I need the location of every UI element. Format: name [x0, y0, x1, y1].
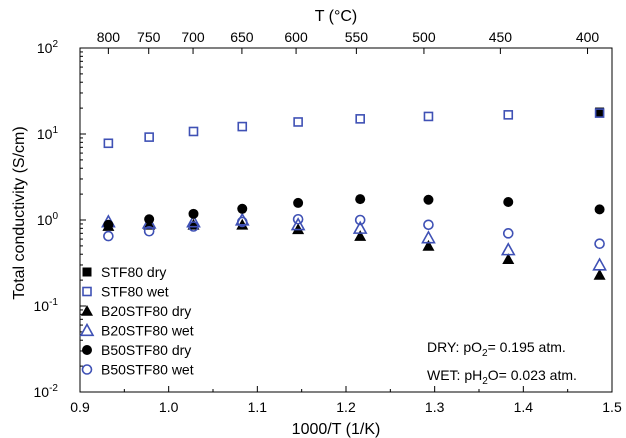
data-point-series-4 — [293, 197, 304, 208]
x-tick-label: 1.4 — [514, 399, 534, 415]
data-point-series-5 — [236, 216, 248, 228]
data-point-series-2 — [422, 239, 435, 251]
data-point-series-1 — [188, 126, 199, 137]
data-point-series-4 — [188, 208, 199, 219]
data-point-series-3 — [421, 230, 436, 244]
legend-marker-5 — [81, 364, 93, 375]
y-tick-label: 100 — [37, 211, 59, 228]
x-tick-label: 1.1 — [248, 399, 268, 415]
data-point-series-4 — [503, 196, 514, 207]
data-point-series-3 — [290, 217, 306, 231]
legend-marker-4 — [82, 345, 92, 355]
y-tick-label: 101 — [37, 125, 59, 142]
data-point-series-2 — [502, 253, 515, 265]
top-tick-label: 750 — [137, 29, 161, 45]
legend-label-2: B20STF80 dry — [101, 303, 191, 319]
data-point-series-3 — [186, 214, 201, 228]
x-axis-title: 1000/T (1/K) — [292, 421, 381, 438]
data-point-series-3 — [234, 212, 250, 226]
x-tick-label: 1.3 — [425, 399, 445, 415]
x-tick-label: 1.5 — [602, 399, 622, 415]
data-point-series-5 — [292, 213, 304, 225]
x-axis-ticks: 0.9 1.0 1.1 1.2 1.3 1.4 1.5 — [70, 386, 622, 415]
x-tick-label: 0.9 — [70, 399, 90, 415]
data-point-series-2 — [593, 268, 606, 280]
top-tick-label: 700 — [181, 29, 205, 45]
data-point-series-5 — [188, 221, 199, 232]
top-tick-label: 600 — [284, 29, 308, 45]
data-point-series-1 — [594, 108, 605, 118]
annotation-dry: DRY: pO2= 0.195 atm. — [427, 339, 566, 359]
y-tick-label: 102 — [37, 39, 59, 56]
data-point-series-4 — [355, 194, 366, 205]
legend-marker-0 — [82, 267, 92, 277]
data-point-series-2 — [292, 223, 305, 235]
data-point-series-5 — [502, 228, 514, 239]
data-point-series-1 — [293, 117, 303, 127]
data-point-series-4 — [144, 214, 155, 225]
data-point-series-5 — [594, 238, 605, 250]
data-point-series-5 — [423, 219, 434, 231]
legend-label-4: B50STF80 dry — [101, 342, 191, 358]
y-tick-label: 10-1 — [34, 297, 59, 314]
data-point-series-1 — [423, 111, 434, 122]
data-markers — [101, 107, 607, 280]
x-tick-label: 1.2 — [336, 399, 356, 415]
data-point-series-1 — [355, 114, 365, 124]
legend: STF80 dry STF80 wet B20STF80 dry B20STF80 w… — [79, 264, 194, 378]
legend-label-1: STF80 wet — [101, 284, 169, 300]
data-point-series-3 — [592, 257, 607, 271]
x-tick-label: 1.0 — [159, 399, 179, 415]
data-point-series-5 — [103, 230, 114, 242]
data-point-series-3 — [352, 220, 368, 234]
data-point-series-4 — [237, 203, 248, 214]
annotation-wet: WET: pH2O= 0.023 atm. — [427, 367, 577, 387]
top-tick-label: 550 — [345, 29, 369, 45]
data-point-series-2 — [354, 230, 367, 241]
top-axis-title: T (°C) — [315, 8, 358, 25]
legend-marker-3 — [79, 322, 95, 337]
data-point-series-5 — [354, 214, 366, 226]
y-axis-title: Total conductivity (S/cm) — [11, 126, 28, 299]
legend-marker-2 — [81, 305, 93, 316]
top-tick-label: 400 — [576, 29, 600, 45]
top-tick-label: 650 — [230, 29, 254, 45]
top-tick-label: 500 — [412, 29, 436, 45]
data-point-series-1 — [237, 121, 248, 132]
data-point-series-4 — [594, 204, 605, 215]
legend-label-5: B50STF80 wet — [101, 362, 194, 378]
top-tick-label: 450 — [489, 29, 513, 45]
y-tick-label: 10-2 — [34, 383, 59, 400]
data-point-series-3 — [500, 242, 516, 256]
data-point-series-0 — [595, 107, 605, 117]
data-point-series-5 — [143, 225, 155, 237]
data-point-series-1 — [144, 132, 154, 142]
legend-label-3: B20STF80 wet — [101, 323, 194, 339]
data-point-series-1 — [103, 138, 114, 149]
data-point-series-4 — [103, 219, 114, 230]
legend-label-0: STF80 dry — [101, 264, 166, 280]
data-point-series-4 — [423, 194, 434, 205]
data-point-series-1 — [503, 110, 514, 120]
top-axis-ticks: 800 750 700 650 600 550 500 450 400 — [97, 29, 600, 54]
y-axis-ticks: 10-2 10-1 100 101 102 — [34, 39, 86, 400]
legend-marker-1 — [82, 286, 92, 297]
top-tick-label: 800 — [97, 29, 121, 45]
